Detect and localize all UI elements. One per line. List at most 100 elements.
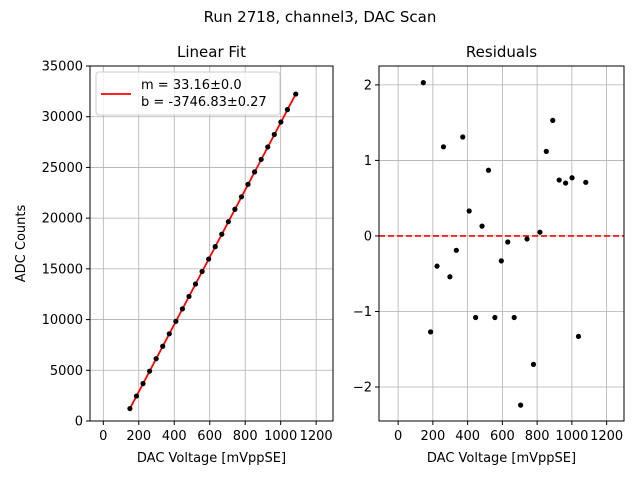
linear-fit-data-point	[238, 194, 245, 200]
linear-fit-data-point	[232, 206, 238, 212]
linear-fit-ytick-label: 25000	[42, 161, 83, 176]
residuals-data-point	[583, 179, 589, 185]
linear-fit-data-point	[166, 331, 172, 337]
residuals-data-point	[473, 314, 479, 321]
residuals-points	[420, 80, 589, 408]
residuals-data-point	[440, 144, 447, 150]
residuals-xtick-label: 1000	[555, 429, 588, 444]
residuals-data-point	[485, 167, 492, 173]
residuals-xtick-label: 0	[394, 429, 402, 444]
residuals-data-point	[505, 239, 511, 245]
residuals-ticks: 0 200 400 600 800 1000 1200 −2 −1 0 1 2	[353, 78, 623, 444]
linear-fit-data-point	[127, 405, 133, 412]
linear-fit-xlabel: DAC Voltage [mVppSE]	[137, 451, 286, 466]
linear-fit-data-point	[133, 393, 140, 399]
residuals-data-point	[530, 361, 537, 367]
linear-fit-legend: m = 33.16±0.0 b = -3746.83±0.27	[95, 71, 281, 116]
legend-entry-slope: m = 33.16±0.0	[141, 78, 242, 93]
linear-fit-xtick-label: 200	[126, 429, 151, 444]
residuals-data-point	[492, 314, 498, 321]
linear-fit-ytick-label: 35000	[42, 60, 83, 75]
linear-fit-data-point	[278, 119, 284, 125]
residuals-xtick-label: 400	[455, 429, 480, 444]
linear-fit-ytick-label: 20000	[42, 212, 83, 227]
residuals-data-point	[466, 208, 472, 214]
residuals-ytick-label: −1	[353, 305, 372, 320]
residuals-data-point	[563, 180, 569, 186]
linear-fit-data-point	[206, 256, 212, 262]
residuals-ytick-label: −2	[353, 381, 372, 396]
linear-fit-xtick-label: 0	[99, 429, 107, 444]
linear-fit-data-point	[140, 381, 146, 387]
residuals-ytick-label: 2	[364, 78, 372, 93]
linear-fit-xtick-label: 400	[162, 429, 187, 444]
linear-fit-data-point	[252, 169, 258, 175]
linear-fit-data-point	[179, 306, 186, 312]
residuals-ytick-label: 1	[364, 154, 372, 169]
linear-fit-data-point	[258, 156, 264, 163]
linear-fit-grid	[90, 65, 333, 422]
residuals-data-point	[428, 329, 434, 335]
linear-fit-xtick-label: 1200	[300, 429, 333, 444]
linear-fit-title: Linear Fit	[177, 43, 246, 61]
linear-fit-ytick-label: 30000	[42, 110, 83, 125]
linear-fit-data-point	[265, 144, 271, 150]
residuals-data-point	[575, 333, 582, 340]
residuals-data-point	[511, 314, 517, 321]
linear-fit-data-point	[173, 318, 179, 324]
linear-fit-data-point	[293, 91, 299, 97]
linear-fit-data-point	[199, 268, 205, 275]
residuals-xtick-label: 200	[420, 429, 445, 444]
linear-fit-ytick-label: 0	[75, 415, 83, 430]
linear-fit-data-point	[284, 107, 291, 113]
residuals-data-point	[543, 148, 549, 154]
linear-fit-ytick-label: 10000	[42, 313, 83, 328]
residuals-data-point	[524, 236, 530, 242]
linear-fit-data-point	[219, 231, 225, 237]
linear-fit-data-point	[225, 219, 231, 225]
residuals-data-point	[550, 117, 556, 123]
residuals-xtick-label: 800	[525, 429, 550, 444]
residuals-data-point	[447, 274, 453, 280]
linear-fit-xtick-label: 600	[197, 429, 222, 444]
residuals-data-point	[479, 223, 485, 229]
linear-fit-data-point	[212, 244, 218, 250]
linear-fit-xtick-label: 800	[233, 429, 258, 444]
residuals-xtick-label: 1200	[590, 429, 623, 444]
residuals-data-point	[453, 247, 459, 253]
residuals-ytick-label: 0	[364, 229, 372, 244]
residuals-data-point	[460, 134, 466, 140]
linear-fit-axes-frame	[89, 65, 334, 422]
residuals-data-point	[556, 177, 562, 183]
residuals-data-point	[569, 175, 575, 181]
linear-fit-data-point	[153, 356, 159, 362]
legend-box	[95, 71, 281, 116]
residuals-data-point	[420, 80, 426, 86]
linear-fit-data-point	[271, 131, 277, 138]
linear-fit-ytick-label: 5000	[50, 364, 83, 379]
residuals-data-point	[498, 258, 504, 264]
residuals-title: Residuals	[466, 43, 537, 61]
linear-fit-chart: 0 200 400 600 800 1000 1200 0 5000 10000 15000 2000…	[14, 43, 334, 466]
linear-fit-data-point	[160, 343, 166, 349]
figure-suptitle: Run 2718, channel3, DAC Scan	[204, 8, 437, 26]
residuals-xtick-label: 600	[490, 429, 515, 444]
linear-fit-ticks: 0 200 400 600 800 1000 1200 0 5000 10000 15000 2000…	[42, 60, 333, 445]
legend-entry-intercept: b = -3746.83±0.27	[141, 95, 267, 110]
residuals-data-point	[434, 263, 440, 269]
residuals-xlabel: DAC Voltage [mVppSE]	[427, 451, 576, 466]
linear-fit-ylabel: ADC Counts	[14, 205, 29, 283]
linear-fit-data-point	[186, 293, 192, 300]
linear-fit-ytick-label: 15000	[42, 262, 83, 277]
residuals-chart: 0 200 400 600 800 1000 1200 −2 −1 0 1 2 Residuals D…	[353, 43, 625, 466]
linear-fit-data-point	[192, 281, 199, 287]
residuals-data-point	[518, 402, 524, 408]
linear-fit-xtick-label: 1000	[264, 429, 297, 444]
linear-fit-points	[127, 91, 299, 412]
linear-fit-data-point	[245, 181, 251, 187]
linear-fit-data-point	[146, 368, 153, 374]
residuals-data-point	[537, 229, 543, 235]
residuals-axes-frame	[378, 65, 625, 422]
